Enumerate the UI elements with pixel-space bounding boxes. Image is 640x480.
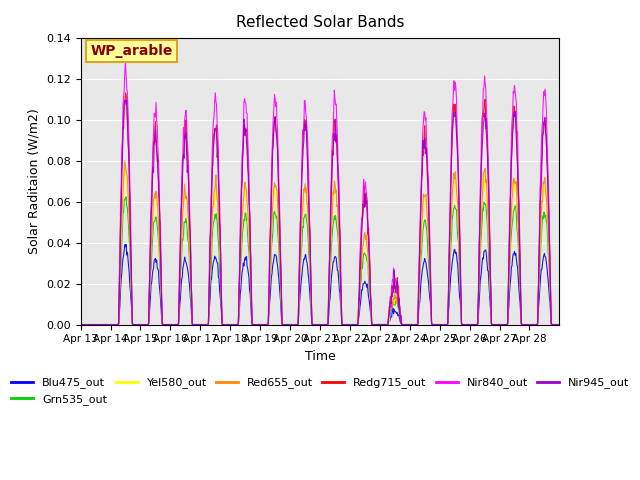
Red655_out: [369, 322, 377, 327]
Nir840_out: [77, 322, 84, 327]
Grn535_out: [369, 322, 377, 327]
Nir840_out: [245, 168, 253, 174]
Red655_out: [555, 322, 563, 327]
Yel580_out: [555, 322, 563, 327]
Grn535_out: [77, 322, 84, 327]
Blu475_out: [122, 241, 130, 247]
Grn535_out: [221, 322, 229, 327]
Legend: Blu475_out, Grn535_out, Yel580_out, Red655_out, Redg715_out, Nir840_out, Nir945_: Blu475_out, Grn535_out, Yel580_out, Red6…: [6, 373, 634, 409]
Nir945_out: [369, 322, 377, 327]
Nir945_out: [555, 322, 563, 327]
Line: Grn535_out: Grn535_out: [81, 197, 559, 324]
Redg715_out: [555, 322, 563, 327]
Red655_out: [263, 322, 271, 327]
Redg715_out: [122, 90, 129, 96]
Grn535_out: [134, 322, 141, 327]
Nir945_out: [396, 312, 404, 318]
Redg715_out: [396, 304, 404, 310]
Red655_out: [134, 322, 141, 327]
Line: Red655_out: Red655_out: [81, 161, 559, 324]
Nir945_out: [134, 322, 141, 327]
Nir840_out: [122, 60, 129, 65]
Yel580_out: [134, 322, 141, 327]
Text: WP_arable: WP_arable: [90, 44, 173, 58]
Line: Redg715_out: Redg715_out: [81, 93, 559, 324]
Redg715_out: [263, 322, 271, 327]
Yel580_out: [369, 322, 377, 327]
Yel580_out: [77, 322, 84, 327]
Redg715_out: [134, 322, 141, 327]
Blu475_out: [396, 316, 404, 322]
Nir945_out: [123, 97, 131, 103]
Line: Nir945_out: Nir945_out: [81, 100, 559, 324]
Grn535_out: [396, 312, 404, 317]
Yel580_out: [121, 164, 129, 169]
Yel580_out: [245, 233, 253, 239]
Nir945_out: [245, 197, 253, 203]
Nir840_out: [369, 322, 377, 327]
Blu475_out: [245, 275, 253, 280]
Nir945_out: [221, 322, 229, 327]
Yel580_out: [221, 322, 229, 327]
Nir840_out: [221, 322, 229, 327]
Red655_out: [396, 308, 404, 313]
Red655_out: [77, 322, 84, 327]
Blu475_out: [134, 322, 141, 327]
Grn535_out: [122, 194, 130, 200]
Blu475_out: [77, 322, 84, 327]
X-axis label: Time: Time: [305, 350, 335, 363]
Blu475_out: [369, 322, 377, 327]
Red655_out: [245, 220, 253, 226]
Blu475_out: [221, 322, 229, 327]
Grn535_out: [245, 249, 253, 254]
Grn535_out: [263, 322, 271, 327]
Nir840_out: [396, 304, 404, 310]
Blu475_out: [555, 322, 563, 327]
Red655_out: [221, 322, 229, 327]
Title: Reflected Solar Bands: Reflected Solar Bands: [236, 15, 404, 30]
Redg715_out: [369, 322, 377, 327]
Line: Nir840_out: Nir840_out: [81, 62, 559, 324]
Redg715_out: [245, 196, 253, 202]
Yel580_out: [263, 322, 271, 327]
Line: Yel580_out: Yel580_out: [81, 167, 559, 324]
Red655_out: [121, 158, 129, 164]
Redg715_out: [77, 322, 84, 327]
Nir945_out: [77, 322, 84, 327]
Redg715_out: [221, 322, 229, 327]
Line: Blu475_out: Blu475_out: [81, 244, 559, 324]
Y-axis label: Solar Raditaion (W/m2): Solar Raditaion (W/m2): [28, 108, 40, 254]
Grn535_out: [555, 322, 563, 327]
Nir945_out: [263, 322, 271, 327]
Blu475_out: [263, 322, 271, 327]
Yel580_out: [396, 312, 404, 317]
Nir840_out: [263, 322, 271, 327]
Nir840_out: [555, 322, 563, 327]
Nir840_out: [134, 322, 141, 327]
